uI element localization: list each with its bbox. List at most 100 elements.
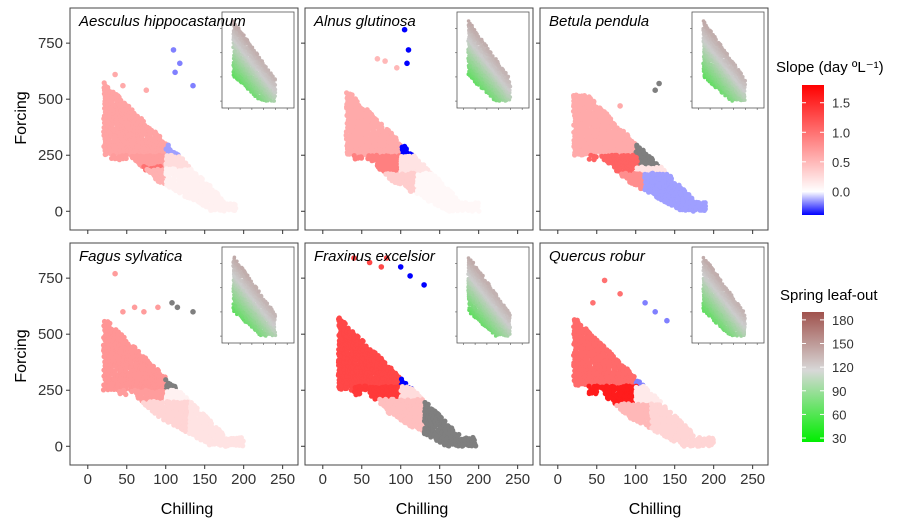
scatter-point bbox=[354, 99, 360, 105]
scatter-point bbox=[207, 183, 213, 189]
inset-point bbox=[506, 74, 511, 79]
facet-panel: Betula pendula bbox=[536, 7, 769, 234]
outlier-point bbox=[112, 71, 118, 78]
outlier-point bbox=[617, 103, 623, 109]
inset-point bbox=[741, 75, 745, 79]
scatter-point bbox=[157, 133, 163, 139]
scatter-point bbox=[126, 103, 132, 109]
inset-point bbox=[508, 88, 512, 92]
scatter-point bbox=[159, 177, 165, 183]
scatter-point bbox=[702, 200, 708, 206]
scatter-point bbox=[668, 176, 675, 182]
scatter-point bbox=[682, 188, 688, 194]
inset-point bbox=[709, 29, 713, 34]
scatter-point bbox=[475, 200, 481, 206]
scatter-point bbox=[144, 124, 151, 130]
inset-point bbox=[491, 54, 495, 58]
inset-point bbox=[725, 52, 729, 56]
inset-point bbox=[739, 71, 743, 76]
scatter-point bbox=[193, 171, 199, 177]
scatter-point bbox=[123, 391, 129, 398]
inset-point bbox=[486, 47, 490, 51]
inset-point bbox=[504, 71, 508, 75]
inset-plot bbox=[690, 11, 765, 110]
inset-point bbox=[714, 37, 718, 42]
scatter-point bbox=[165, 145, 172, 151]
species-label: Betula pendula bbox=[549, 13, 649, 30]
scatter-point bbox=[591, 98, 597, 104]
scatter-point bbox=[624, 132, 630, 138]
scatter-point bbox=[608, 116, 614, 122]
scatter-point bbox=[132, 344, 138, 350]
outlier-point bbox=[656, 80, 662, 87]
scatter-point bbox=[604, 111, 610, 117]
outlier-point bbox=[394, 65, 400, 71]
inset-point bbox=[242, 33, 246, 37]
inset-point bbox=[245, 38, 250, 42]
outlier-point bbox=[190, 82, 196, 89]
scatter-point bbox=[125, 341, 131, 347]
species-label: Aesculus hippocastanum bbox=[78, 13, 246, 30]
inset-point bbox=[495, 60, 500, 64]
scatter-point bbox=[676, 182, 682, 188]
inset-point bbox=[253, 94, 258, 98]
y-tick-label: 500 bbox=[38, 91, 63, 108]
inset-point bbox=[231, 19, 236, 24]
inset-point bbox=[722, 48, 727, 53]
scatter-point bbox=[152, 129, 158, 135]
scatter-point bbox=[368, 111, 375, 117]
inset-point bbox=[484, 43, 489, 48]
inset-point bbox=[255, 52, 260, 57]
inset-point bbox=[743, 78, 747, 83]
scatter-point bbox=[199, 176, 205, 182]
outlier-point bbox=[586, 107, 592, 114]
inset-point bbox=[489, 50, 493, 55]
scatter-point bbox=[119, 153, 125, 159]
scatter-point bbox=[115, 93, 121, 99]
outlier-point bbox=[172, 69, 178, 76]
scatter-point bbox=[379, 124, 385, 130]
scatter-point bbox=[358, 154, 364, 160]
scatter-point bbox=[373, 117, 379, 123]
outlier-point bbox=[170, 47, 177, 53]
inset-plot bbox=[220, 11, 295, 110]
scatter-point bbox=[407, 153, 413, 159]
inset-point bbox=[264, 65, 268, 69]
inset-point bbox=[273, 77, 277, 81]
scatter-point bbox=[101, 80, 107, 86]
inset-point bbox=[273, 94, 277, 98]
scatter-point bbox=[435, 176, 441, 182]
inset-plot bbox=[455, 11, 530, 110]
inset-point bbox=[704, 23, 708, 28]
inset-point bbox=[250, 45, 255, 50]
inset-point bbox=[272, 82, 277, 86]
scatter-point bbox=[179, 156, 186, 162]
outlier-point bbox=[177, 60, 183, 67]
scatter-point bbox=[105, 84, 111, 91]
y-tick-label: 750 bbox=[38, 35, 63, 52]
scatter-point bbox=[649, 157, 656, 163]
scatter-point bbox=[614, 152, 620, 158]
scatter-point bbox=[164, 153, 170, 159]
scatter-point bbox=[131, 110, 137, 116]
inset-point bbox=[266, 68, 271, 72]
scatter-point bbox=[118, 97, 124, 103]
inset-point bbox=[742, 92, 747, 97]
scatter-point bbox=[423, 165, 429, 172]
outlier-point bbox=[120, 82, 126, 89]
scatter-point bbox=[215, 192, 221, 198]
scatter-point bbox=[107, 320, 113, 326]
scatter-point bbox=[403, 146, 409, 152]
scatter-point bbox=[349, 92, 355, 98]
y-tick-label: 250 bbox=[38, 147, 63, 164]
scatter-point bbox=[411, 154, 417, 160]
scatter-point bbox=[593, 154, 599, 160]
scatter-point bbox=[163, 377, 169, 383]
inset-point bbox=[507, 79, 511, 84]
species-label: Alnus glutinosa bbox=[313, 13, 416, 30]
inset-point bbox=[246, 41, 251, 45]
